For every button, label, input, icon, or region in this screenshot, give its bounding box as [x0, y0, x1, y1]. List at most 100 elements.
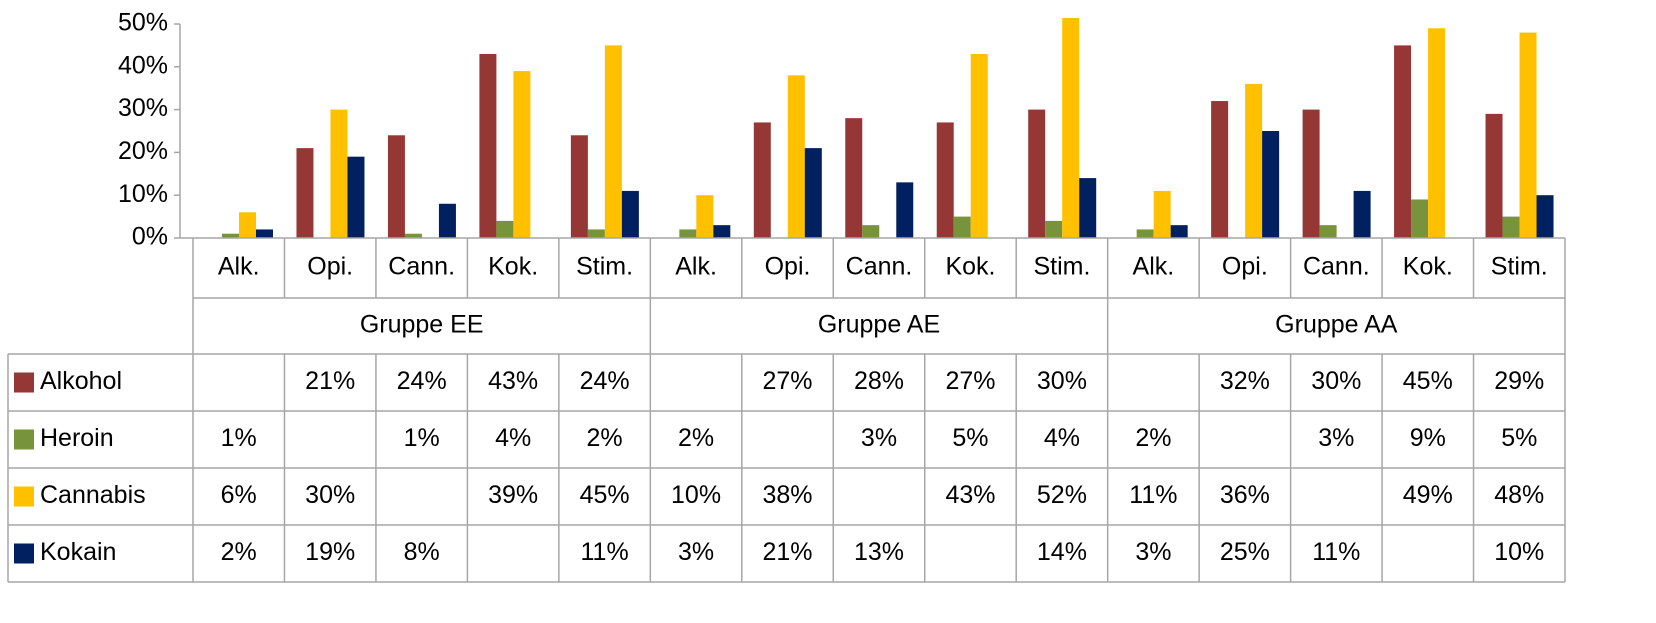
- data-label: 19%: [305, 538, 355, 566]
- x-tick-label: Opi.: [307, 253, 353, 281]
- legend-swatch: [14, 543, 34, 564]
- bar: [713, 225, 731, 238]
- x-tick-label: Cann.: [846, 253, 913, 281]
- data-label: 11%: [1312, 538, 1360, 566]
- data-label: 27%: [945, 367, 995, 395]
- y-tick-label: 50%: [118, 9, 168, 37]
- data-label: 10%: [671, 481, 721, 509]
- bar: [239, 212, 256, 238]
- data-label: 28%: [854, 367, 904, 395]
- data-label: 6%: [221, 481, 257, 509]
- y-tick-label: 40%: [118, 51, 168, 79]
- bar: [804, 148, 822, 238]
- bar: [330, 109, 348, 238]
- data-label: 1%: [404, 424, 440, 452]
- data-label: 4%: [495, 424, 531, 452]
- bar: [387, 135, 405, 238]
- data-label: 49%: [1403, 481, 1453, 509]
- x-tick-label: Cann.: [388, 253, 455, 281]
- data-label: 24%: [580, 367, 630, 395]
- bar: [479, 53, 497, 238]
- x-tick-label: Opi.: [765, 253, 811, 281]
- x-tick-label: Alk.: [675, 253, 717, 281]
- bar: [496, 220, 514, 238]
- bar: [936, 122, 954, 238]
- data-label: 43%: [488, 367, 538, 395]
- x-tick-label: Stim.: [1033, 253, 1090, 281]
- bar: [1394, 45, 1412, 238]
- data-label: 21%: [305, 367, 355, 395]
- data-label: 3%: [1135, 538, 1171, 566]
- y-tick-label: 0%: [132, 223, 168, 251]
- data-label: 10%: [1494, 538, 1544, 566]
- bar: [1353, 190, 1371, 238]
- data-label: 25%: [1220, 538, 1270, 566]
- bar: [1411, 199, 1429, 238]
- bar: [1045, 220, 1063, 238]
- legend-label: Cannabis: [40, 481, 146, 509]
- legend-label: Heroin: [40, 424, 114, 452]
- bar: [1245, 83, 1263, 238]
- legend-label: Alkohol: [40, 367, 122, 395]
- bar: [1136, 229, 1154, 238]
- bar: [787, 75, 805, 238]
- data-label: 30%: [305, 481, 355, 509]
- data-label: 9%: [1410, 424, 1446, 452]
- x-tick-label: Cann.: [1303, 253, 1370, 281]
- legend-label: Kokain: [40, 538, 116, 566]
- data-label: 5%: [952, 424, 988, 452]
- data-label: 4%: [1044, 424, 1080, 452]
- bar: [1428, 28, 1446, 238]
- plot-area: [222, 18, 1554, 238]
- bar: [513, 71, 531, 238]
- x-tick-label: Alk.: [218, 253, 260, 281]
- bar: [1502, 216, 1520, 238]
- bar: [1062, 18, 1080, 238]
- data-label: 48%: [1494, 481, 1544, 509]
- data-label: 2%: [678, 424, 714, 452]
- bar: [587, 229, 605, 238]
- data-label: 32%: [1220, 367, 1270, 395]
- data-label: 2%: [587, 424, 623, 452]
- data-label: 45%: [1403, 367, 1453, 395]
- legend-swatch: [14, 372, 34, 393]
- bar: [570, 135, 588, 238]
- data-label: 8%: [404, 538, 440, 566]
- group-label: Gruppe EE: [360, 311, 484, 339]
- data-label: 2%: [1135, 424, 1171, 452]
- data-label: 27%: [763, 367, 813, 395]
- y-tick-label: 30%: [118, 94, 168, 122]
- x-tick-label: Stim.: [576, 253, 633, 281]
- data-label: 24%: [397, 367, 447, 395]
- bar: [1262, 131, 1280, 238]
- data-label: 52%: [1037, 481, 1087, 509]
- bar: [604, 45, 622, 238]
- bar: [347, 156, 365, 238]
- bar: [896, 182, 914, 238]
- bar: [845, 118, 863, 238]
- group-label: Gruppe AE: [818, 311, 940, 339]
- bar: [1485, 113, 1503, 238]
- bar: [753, 122, 771, 238]
- y-tick-label: 20%: [118, 137, 168, 165]
- data-label: 2%: [221, 538, 257, 566]
- bar: [438, 203, 456, 238]
- data-label: 3%: [861, 424, 897, 452]
- data-label: 3%: [1318, 424, 1354, 452]
- data-label: 39%: [488, 481, 538, 509]
- bar: [1519, 32, 1537, 238]
- data-label: 5%: [1501, 424, 1537, 452]
- x-tick-label: Stim.: [1491, 253, 1548, 281]
- bar: [296, 148, 314, 238]
- bar: [970, 53, 988, 238]
- x-tick-label: Kok.: [1403, 253, 1453, 281]
- data-label: 1%: [221, 424, 257, 452]
- bar: [1211, 101, 1229, 238]
- legend-swatch: [14, 429, 34, 450]
- x-tick-label: Opi.: [1222, 253, 1268, 281]
- data-label: 11%: [581, 538, 629, 566]
- data-label: 29%: [1494, 367, 1544, 395]
- bar: [1536, 195, 1554, 238]
- data-label: 11%: [1129, 481, 1177, 509]
